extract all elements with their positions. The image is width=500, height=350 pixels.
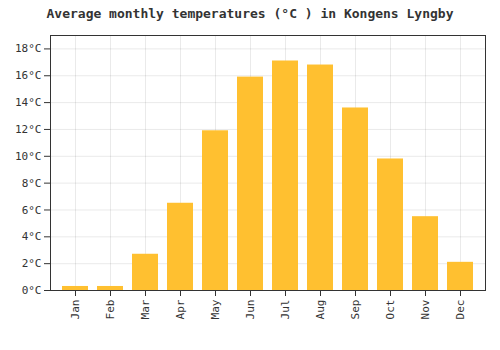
- svg-text:18°C: 18°C: [15, 42, 42, 55]
- svg-text:Nov: Nov: [419, 299, 432, 319]
- svg-text:Dec: Dec: [454, 300, 467, 320]
- svg-text:Aug: Aug: [314, 300, 327, 320]
- svg-text:2°C: 2°C: [22, 257, 42, 270]
- svg-text:8°C: 8°C: [22, 177, 42, 190]
- svg-text:Jul: Jul: [279, 300, 292, 320]
- svg-text:6°C: 6°C: [22, 203, 42, 216]
- svg-text:Feb: Feb: [104, 300, 117, 320]
- svg-text:Mar: Mar: [139, 299, 152, 319]
- svg-text:0°C: 0°C: [22, 284, 42, 297]
- svg-text:12°C: 12°C: [15, 123, 42, 136]
- svg-text:Jan: Jan: [69, 300, 82, 320]
- svg-text:Oct: Oct: [384, 300, 397, 320]
- svg-text:14°C: 14°C: [15, 96, 42, 109]
- svg-text:4°C: 4°C: [22, 230, 42, 243]
- html-text:Average monthly temperatures (: Average monthly temperatures (°C ) in Ko…: [46, 6, 454, 21]
- svg-text:Sep: Sep: [349, 300, 362, 320]
- svg-text:May: May: [209, 299, 222, 319]
- svg-text:Jun: Jun: [244, 300, 257, 320]
- svg-text:Apr: Apr: [174, 299, 187, 319]
- svg-text:16°C: 16°C: [15, 69, 42, 82]
- svg-text:10°C: 10°C: [15, 150, 42, 163]
